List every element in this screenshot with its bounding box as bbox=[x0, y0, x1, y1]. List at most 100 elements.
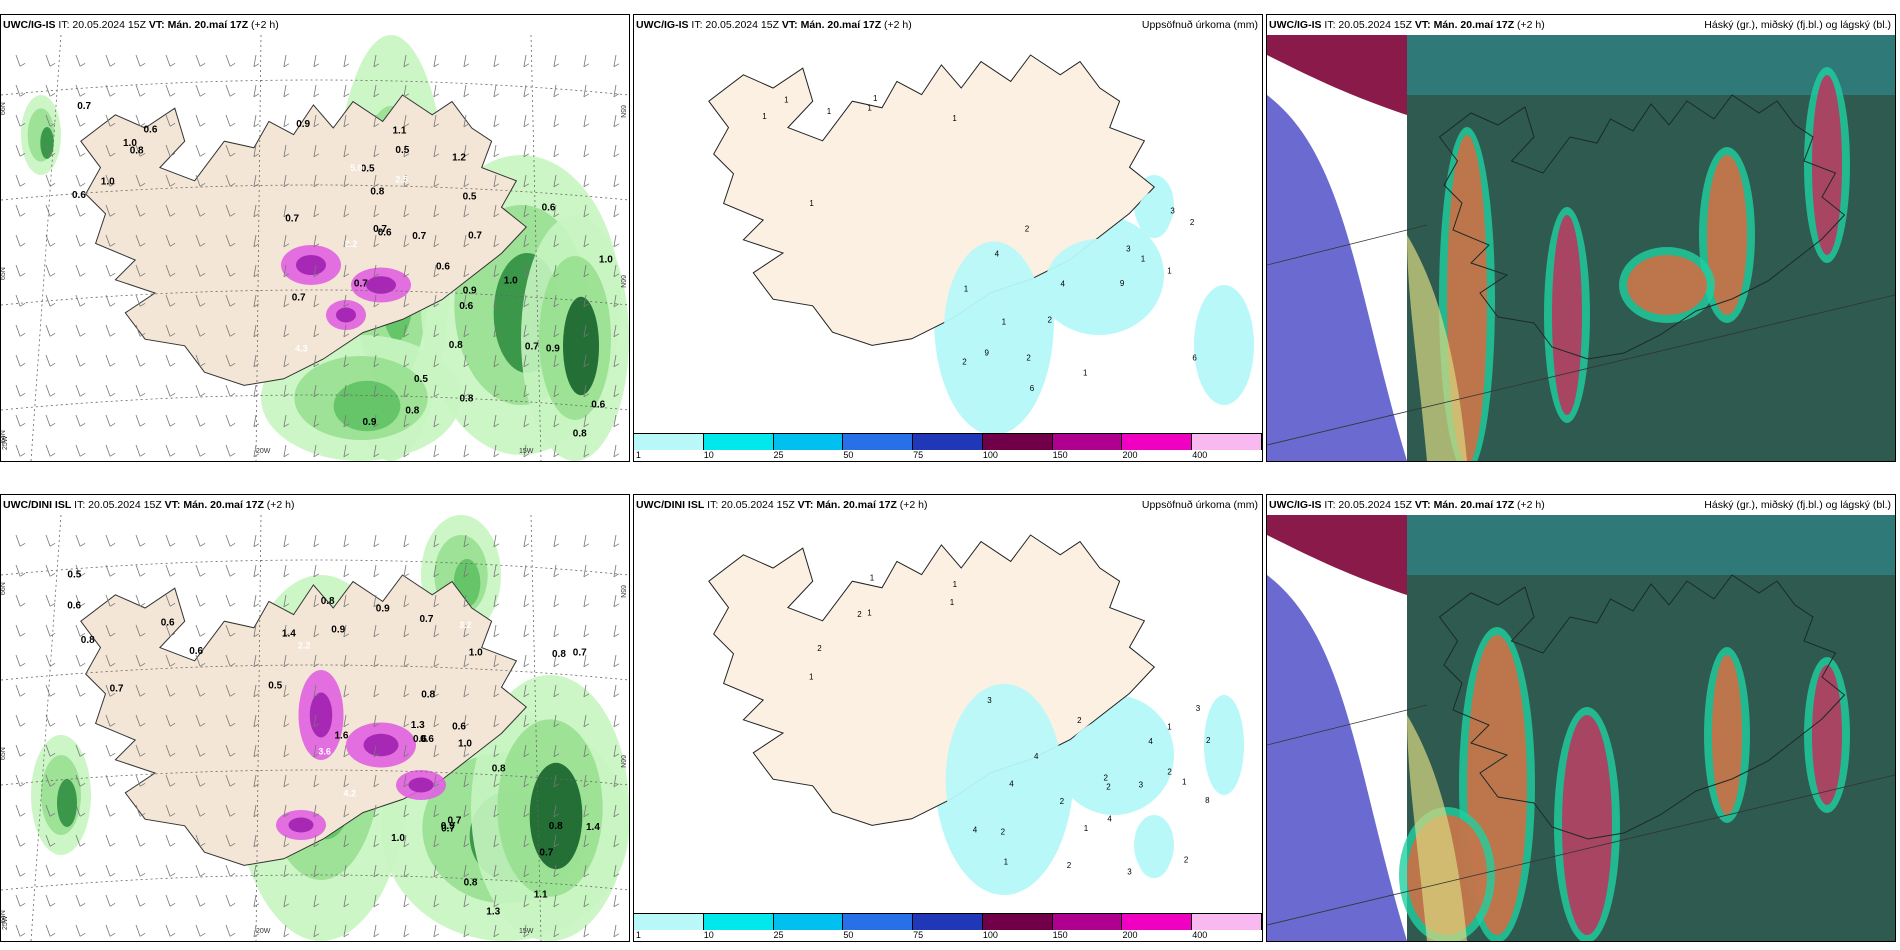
wind-barb-flag bbox=[169, 542, 176, 547]
accum-value-label: 2 bbox=[1001, 828, 1006, 837]
wind-barb-flag bbox=[463, 543, 470, 548]
wind-barb bbox=[15, 204, 21, 217]
wind-barb bbox=[463, 114, 467, 127]
wind-barb bbox=[283, 414, 287, 427]
wind-barb-flag bbox=[463, 393, 470, 398]
wind-barb-flag bbox=[229, 572, 236, 577]
very-heavy-precip-area bbox=[288, 817, 314, 833]
wind-barb-flag bbox=[613, 423, 620, 428]
wind-barb-flag bbox=[493, 123, 500, 128]
wind-barb-flag bbox=[199, 752, 206, 757]
wind-barb-flag bbox=[283, 363, 290, 368]
wind-barb bbox=[195, 564, 201, 577]
wind-barb-flag bbox=[373, 933, 380, 938]
wind-barb bbox=[313, 564, 317, 577]
wind-barb-flag bbox=[79, 62, 86, 67]
wind-barb-flag bbox=[169, 92, 176, 97]
wind-barb bbox=[583, 624, 587, 637]
wind-barb bbox=[105, 444, 111, 457]
wind-barb-flag bbox=[493, 213, 500, 218]
wind-barb-flag bbox=[433, 693, 440, 698]
precip-value-label: 0.7 bbox=[420, 614, 434, 625]
wind-barb bbox=[225, 564, 231, 577]
wind-barb-flag bbox=[463, 603, 470, 608]
wind-barb bbox=[15, 654, 21, 667]
wind-barb bbox=[195, 174, 201, 187]
wind-barb bbox=[433, 864, 437, 877]
wind-barb-flag bbox=[199, 872, 206, 877]
precip-value-label: 0.6 bbox=[161, 617, 175, 628]
wind-barb-flag bbox=[523, 93, 530, 98]
wind-barb-flag bbox=[253, 93, 260, 98]
wind-barb-flag bbox=[523, 903, 530, 908]
wind-barb bbox=[45, 144, 51, 157]
wind-barb-flag bbox=[79, 572, 86, 577]
latitude-line bbox=[1, 874, 629, 891]
wind-barb bbox=[165, 624, 171, 637]
wind-barb bbox=[195, 714, 201, 727]
wind-barb bbox=[373, 924, 377, 937]
wind-barb-flag bbox=[253, 243, 260, 248]
wind-barb bbox=[493, 354, 497, 367]
precip-value-label: 0.7 bbox=[573, 648, 587, 659]
wind-barb-flag bbox=[493, 423, 500, 428]
wind-barb-flag bbox=[79, 872, 86, 877]
wind-barb bbox=[583, 204, 587, 217]
wind-barb bbox=[283, 804, 287, 817]
wind-barb-flag bbox=[109, 242, 116, 247]
wind-barb-flag bbox=[343, 603, 350, 608]
wind-barb bbox=[135, 84, 141, 97]
wind-barb-flag bbox=[79, 542, 86, 547]
wind-barb-flag bbox=[229, 902, 236, 907]
wind-barb-flag bbox=[19, 62, 26, 67]
high-cloud-band bbox=[1707, 155, 1747, 315]
accum-value-label: 1 bbox=[1083, 369, 1088, 378]
wind-barb-flag bbox=[109, 812, 116, 817]
wind-barb bbox=[135, 654, 141, 667]
wind-barb bbox=[253, 684, 257, 697]
wind-barb bbox=[433, 324, 437, 337]
precip-colorbar: 1 10 25 50 75 100 150 200 400 bbox=[634, 913, 1262, 941]
colorbar-tick-label: 25 bbox=[773, 450, 784, 460]
wind-barb bbox=[253, 174, 257, 187]
wind-barb-flag bbox=[373, 423, 380, 428]
wind-barb bbox=[253, 594, 257, 607]
wind-barb-flag bbox=[493, 933, 500, 938]
wind-barb-flag bbox=[463, 903, 470, 908]
precip-value-label: 1.0 bbox=[504, 276, 518, 287]
precip-value-label: 0.8 bbox=[321, 596, 335, 607]
wind-barb bbox=[523, 234, 527, 247]
precip-value-label: 0.6 bbox=[420, 734, 434, 745]
wind-barb bbox=[373, 294, 377, 307]
wind-barb bbox=[553, 894, 557, 907]
colorbar-tick-label: 1 bbox=[635, 930, 641, 940]
wind-barb-flag bbox=[79, 362, 86, 367]
wind-barb bbox=[523, 714, 527, 727]
wind-barb-flag bbox=[403, 723, 410, 728]
accum-value-label: 1 bbox=[952, 114, 957, 123]
wind-barb-flag bbox=[343, 423, 350, 428]
longitude-line bbox=[255, 35, 262, 461]
field-title: Háský (gr.), miðský (fj.bl.) og lágský (… bbox=[1704, 499, 1891, 511]
wind-barb bbox=[343, 144, 347, 157]
wind-barb bbox=[75, 624, 81, 637]
wind-barb bbox=[613, 594, 617, 607]
wind-barb-flag bbox=[79, 182, 86, 187]
wind-barb-flag bbox=[343, 813, 350, 818]
wind-barb-flag bbox=[343, 63, 350, 68]
wind-barb bbox=[45, 354, 51, 367]
wind-barb-flag bbox=[283, 453, 290, 458]
wind-barb bbox=[523, 444, 527, 457]
wind-barb-flag bbox=[493, 333, 500, 338]
wind-barb-flag bbox=[313, 753, 320, 758]
wind-barb-flag bbox=[463, 723, 470, 728]
precip-value-label: 0.7 bbox=[525, 342, 539, 353]
precip-value-label: 0.8 bbox=[549, 821, 563, 832]
accum-value-label: 2 bbox=[1077, 716, 1082, 725]
wind-barb bbox=[75, 84, 81, 97]
wind-barb bbox=[45, 414, 51, 427]
wind-barb bbox=[613, 84, 617, 97]
wind-barb bbox=[135, 234, 141, 247]
colorbar-cell bbox=[913, 434, 983, 450]
wind-barb bbox=[135, 324, 141, 337]
